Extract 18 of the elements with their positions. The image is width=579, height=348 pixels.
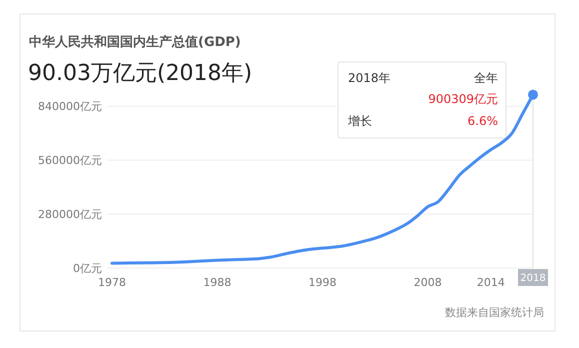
x-tick-label: 1988: [203, 276, 232, 289]
text: 数据来自国家统计局: [445, 306, 544, 319]
x-tick-label: 2008: [414, 276, 442, 289]
annotation: 900309亿元: [428, 92, 498, 106]
y-tick-label: 560000亿元: [38, 154, 102, 168]
text: 全年: [474, 71, 498, 85]
annotation: 6.6%: [468, 114, 498, 128]
x-tick-label: 2018: [520, 273, 546, 284]
y-tick-label: 0亿元: [73, 262, 102, 275]
y-tick-label: 840000亿元: [38, 100, 102, 114]
text: 2018年: [348, 71, 391, 85]
y-tick-label: 280000亿元: [38, 208, 102, 221]
chart-title: 中华人民共和国国内生产总值(GDP): [29, 34, 241, 50]
annotation: 增长: [347, 114, 372, 128]
chart-subtitle: 90.03万亿元(2018年): [28, 61, 252, 86]
x-tick-label: 1998: [308, 276, 336, 289]
x-tick-label: 1978: [98, 276, 126, 289]
x-tick-label: 2014: [476, 276, 505, 289]
